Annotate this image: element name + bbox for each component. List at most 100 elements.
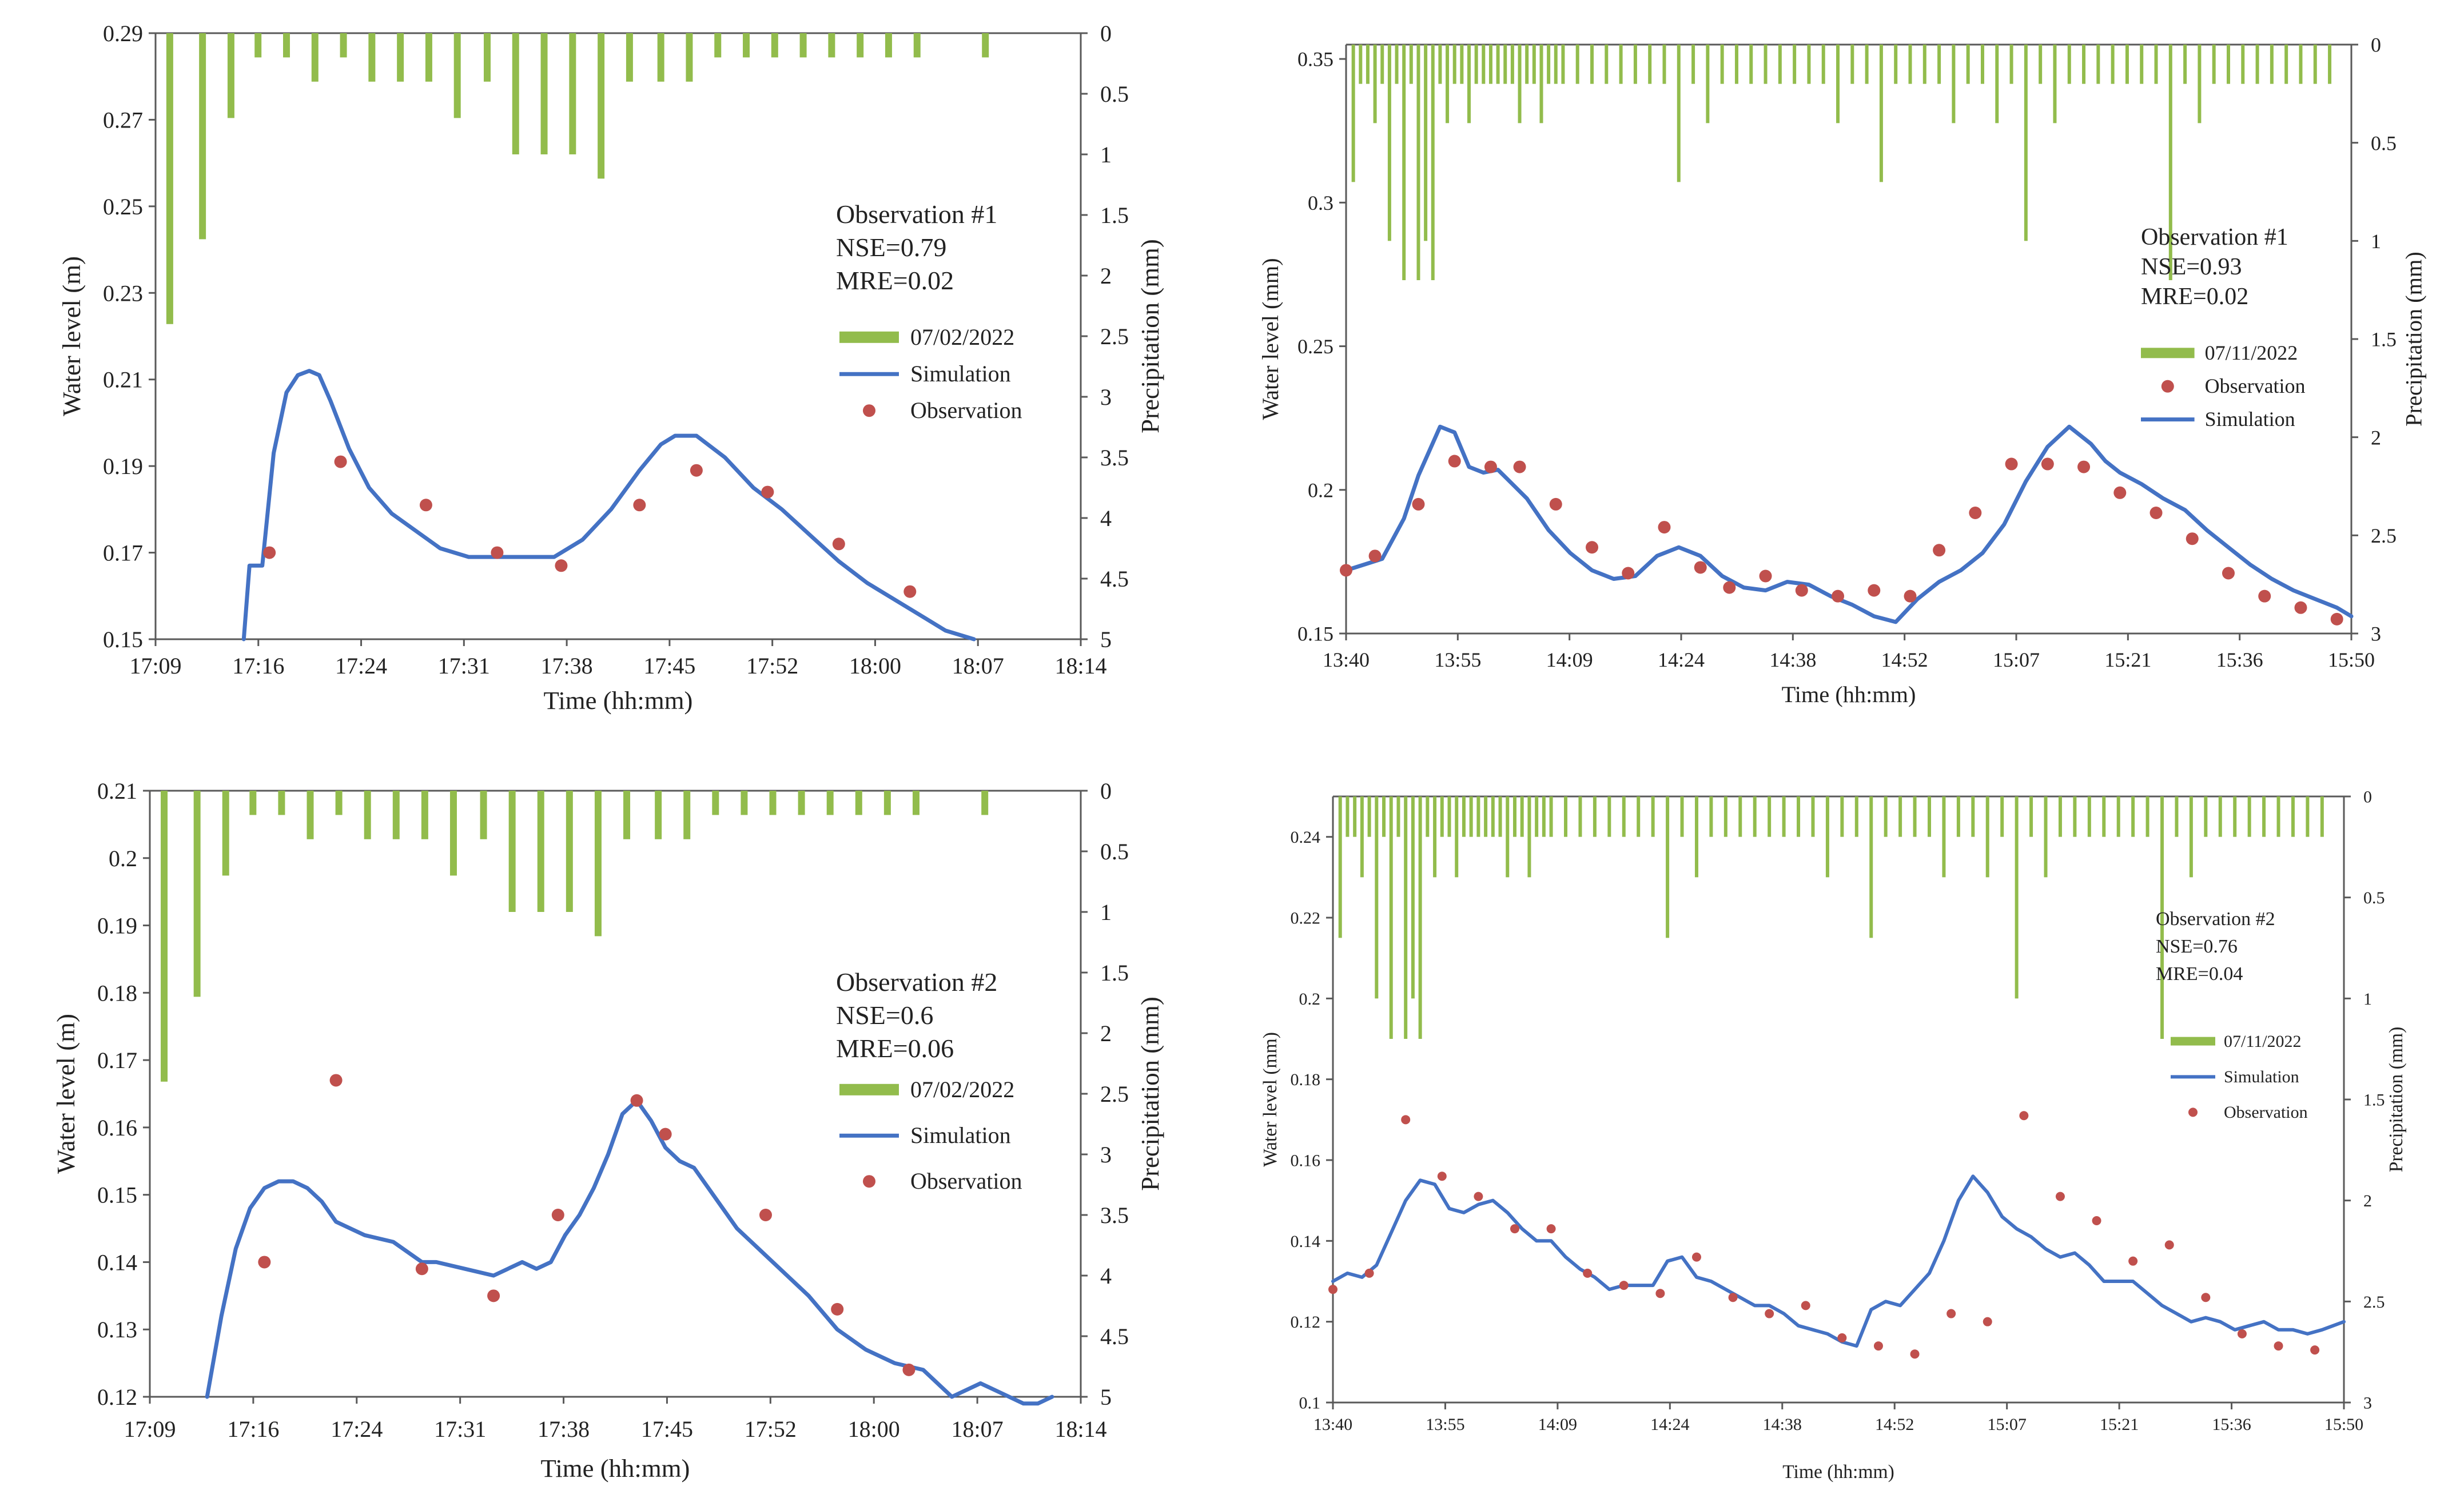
precip-bar	[1677, 45, 1681, 182]
x-tick-label: 15:50	[2324, 1415, 2363, 1434]
x-tick-label: 18:00	[848, 1416, 900, 1442]
precip-bar	[2183, 45, 2187, 84]
precip-bar	[1426, 796, 1430, 837]
observation-point	[2201, 1293, 2211, 1302]
precip-bar	[1836, 45, 1840, 123]
precip-bar	[1651, 796, 1655, 837]
precip-bar	[227, 33, 234, 118]
precip-bar	[913, 33, 921, 58]
precip-bar	[311, 33, 319, 82]
precip-bar	[714, 33, 722, 58]
precip-bar	[2175, 796, 2179, 837]
precip-bar	[683, 791, 691, 839]
precip-bar	[1506, 796, 1510, 878]
precip-bar	[2058, 796, 2062, 837]
precip-bar	[2125, 45, 2129, 84]
precip-bar	[306, 791, 314, 839]
precip-bar	[855, 791, 862, 815]
observation-point	[1658, 521, 1671, 534]
precip-bar	[364, 791, 371, 839]
y-tick-label: 0.25	[1297, 335, 1333, 358]
x-tick-label: 18:14	[1054, 1416, 1106, 1442]
precip-bar	[453, 33, 461, 118]
precip-bar	[1913, 796, 1917, 837]
legend-label: 07/02/2022	[910, 1077, 1014, 1102]
precip-bar	[2276, 796, 2280, 837]
y2-tick-label: 0	[1100, 21, 1112, 46]
legend-label: Simulation	[2205, 408, 2295, 431]
y-tick-label: 0.15	[97, 1182, 137, 1208]
stats-annotation-line: Observation #1	[2141, 224, 2288, 250]
observation-point	[551, 1209, 564, 1221]
precip-bar	[1455, 796, 1459, 878]
observation-point	[1412, 497, 1425, 511]
precip-bar	[283, 33, 290, 58]
y2-tick-label: 1.5	[1100, 960, 1129, 986]
precip-bar	[857, 33, 864, 58]
precip-bar	[1605, 45, 1609, 84]
precip-bar	[1593, 796, 1597, 837]
precip-bar	[1720, 45, 1724, 84]
precip-bar	[1418, 796, 1422, 1039]
observation-point	[1583, 1268, 1593, 1278]
x-tick-label: 13:55	[1434, 648, 1481, 671]
observation-point	[1437, 1172, 1447, 1181]
precip-bar	[2320, 796, 2324, 837]
precip-bar	[1503, 45, 1507, 84]
precip-bar	[743, 33, 750, 58]
precip-bar	[2226, 45, 2230, 84]
stats-annotation-line: MRE=0.02	[836, 266, 954, 295]
y-axis-label: Water level (m)	[57, 256, 86, 416]
precip-bar	[1359, 45, 1363, 84]
precip-bar	[657, 33, 664, 82]
observation-point	[1401, 1115, 1411, 1125]
observation-point	[329, 1074, 343, 1087]
precip-bar	[2111, 45, 2115, 84]
precip-bar	[1666, 796, 1670, 938]
precip-bar	[335, 791, 343, 815]
precip-bar	[537, 791, 544, 912]
stats-annotation-line: NSE=0.79	[836, 233, 946, 262]
precip-bar	[1380, 45, 1384, 84]
observation-point	[2222, 567, 2235, 580]
observation-point	[1448, 455, 1461, 468]
chart-panel-1: 0.15 0.17 0.19 0.21 0.23 0.25 0.27 0.29 0 0.5 1 1.5…	[57, 21, 1164, 715]
precip-bar	[1952, 45, 1956, 123]
x-tick-label: 14:38	[1769, 648, 1816, 671]
observation-point	[902, 1363, 915, 1376]
precip-bar	[1409, 45, 1413, 84]
precip-bar	[1351, 45, 1355, 182]
precip-bar	[449, 791, 457, 876]
precip-bar	[278, 791, 285, 815]
x-tick-label: 14:38	[1763, 1415, 1802, 1434]
x-axis-label: Time (hh:mm)	[544, 686, 693, 715]
precip-bar	[1389, 796, 1393, 1039]
observation-point	[1619, 1281, 1629, 1290]
y-tick-label: 0.15	[1297, 623, 1333, 646]
legend-label: 07/02/2022	[910, 324, 1014, 350]
precip-bar	[1884, 796, 1888, 837]
precip-bar	[2102, 796, 2106, 837]
x-tick-label: 15:21	[2100, 1415, 2139, 1434]
observation-point	[1340, 564, 1352, 577]
stats-annotation-line: NSE=0.6	[836, 1001, 933, 1030]
y2-tick-label: 3	[2371, 623, 2381, 646]
precip-bar	[483, 33, 491, 82]
precip-bar	[1467, 45, 1471, 123]
observation-point	[1765, 1309, 1774, 1318]
observation-point	[1723, 581, 1736, 594]
legend-swatch-bar	[839, 331, 899, 343]
precip-bar	[2039, 45, 2043, 84]
observation-point	[1801, 1301, 1810, 1310]
y2-tick-label: 2	[1100, 263, 1112, 289]
precip-bar	[1382, 796, 1386, 837]
y2-tick-label: 2	[2371, 426, 2381, 449]
precip-bar	[1811, 796, 1815, 837]
y-tick-label: 0.21	[97, 778, 137, 804]
y2-tick-label: 4.5	[1100, 566, 1129, 592]
y2-tick-label: 1	[2363, 990, 2372, 1009]
chart-panel-3: 0.12 0.13 0.14 0.15 0.16 0.17 0.18 0.19 0.2 0.21 0…	[51, 778, 1164, 1483]
precip-bar	[1922, 45, 1926, 84]
precip-bar	[981, 791, 989, 815]
precip-bar	[1373, 45, 1377, 123]
